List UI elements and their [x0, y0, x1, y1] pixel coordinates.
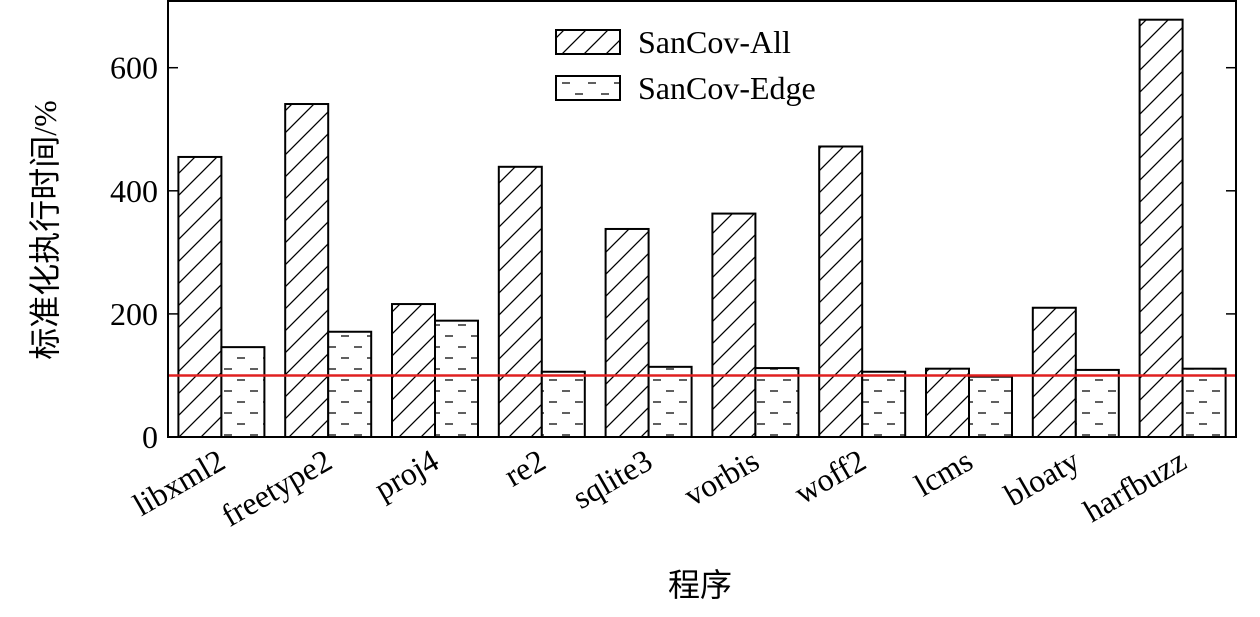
bar: [1138, 18, 1184, 439]
y-tick-label: 0: [142, 419, 158, 455]
bar: [284, 103, 330, 438]
bar: [711, 212, 757, 438]
bar: [1074, 368, 1120, 438]
bar: [647, 365, 693, 438]
bar: [220, 346, 266, 438]
x-tick-label: re2: [498, 442, 551, 494]
legend-label: SanCov-All: [638, 24, 791, 60]
legend-swatch: [555, 29, 621, 55]
legend-label: SanCov-Edge: [638, 70, 816, 106]
x-tick-label: freetype2: [215, 442, 338, 534]
bar: [818, 145, 864, 438]
y-tick-label: 400: [110, 173, 158, 209]
legend-swatch: [555, 75, 621, 101]
bar: [327, 330, 373, 438]
bar: [861, 370, 907, 439]
y-axis-label: 标准化执行时间/%: [27, 100, 63, 360]
bar: [391, 303, 436, 438]
bar: [540, 370, 586, 439]
bar: [1031, 306, 1077, 439]
y-tick-label: 200: [110, 296, 158, 332]
x-tick-label: proj4: [368, 442, 444, 507]
x-tick-label: harfbuzz: [1077, 442, 1192, 529]
x-tick-label: sqlite3: [566, 442, 658, 516]
bar: [754, 367, 800, 438]
bar: [177, 155, 223, 438]
x-tick-label: woff2: [788, 442, 872, 511]
bar: [434, 319, 479, 439]
y-tick-label: 600: [110, 50, 158, 86]
x-tick-label: vorbis: [678, 442, 765, 513]
bar: [604, 227, 650, 438]
bar: [497, 165, 543, 438]
bar: [968, 375, 1013, 439]
x-axis-label: 程序: [668, 567, 732, 603]
bar: [925, 367, 970, 438]
plot-frame: [167, 0, 1237, 438]
x-tick-label: lcms: [908, 442, 978, 503]
x-tick-label: bloaty: [998, 442, 1085, 513]
bar: [1181, 367, 1227, 438]
